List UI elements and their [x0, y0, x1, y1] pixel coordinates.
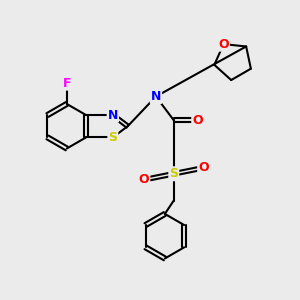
Text: O: O: [218, 38, 229, 51]
Text: S: S: [108, 131, 117, 144]
Text: O: O: [198, 161, 209, 174]
Text: S: S: [169, 167, 178, 180]
Text: O: O: [139, 173, 149, 186]
Text: N: N: [108, 109, 118, 122]
Text: F: F: [62, 76, 71, 90]
Text: O: O: [192, 114, 203, 127]
Text: N: N: [151, 90, 161, 103]
